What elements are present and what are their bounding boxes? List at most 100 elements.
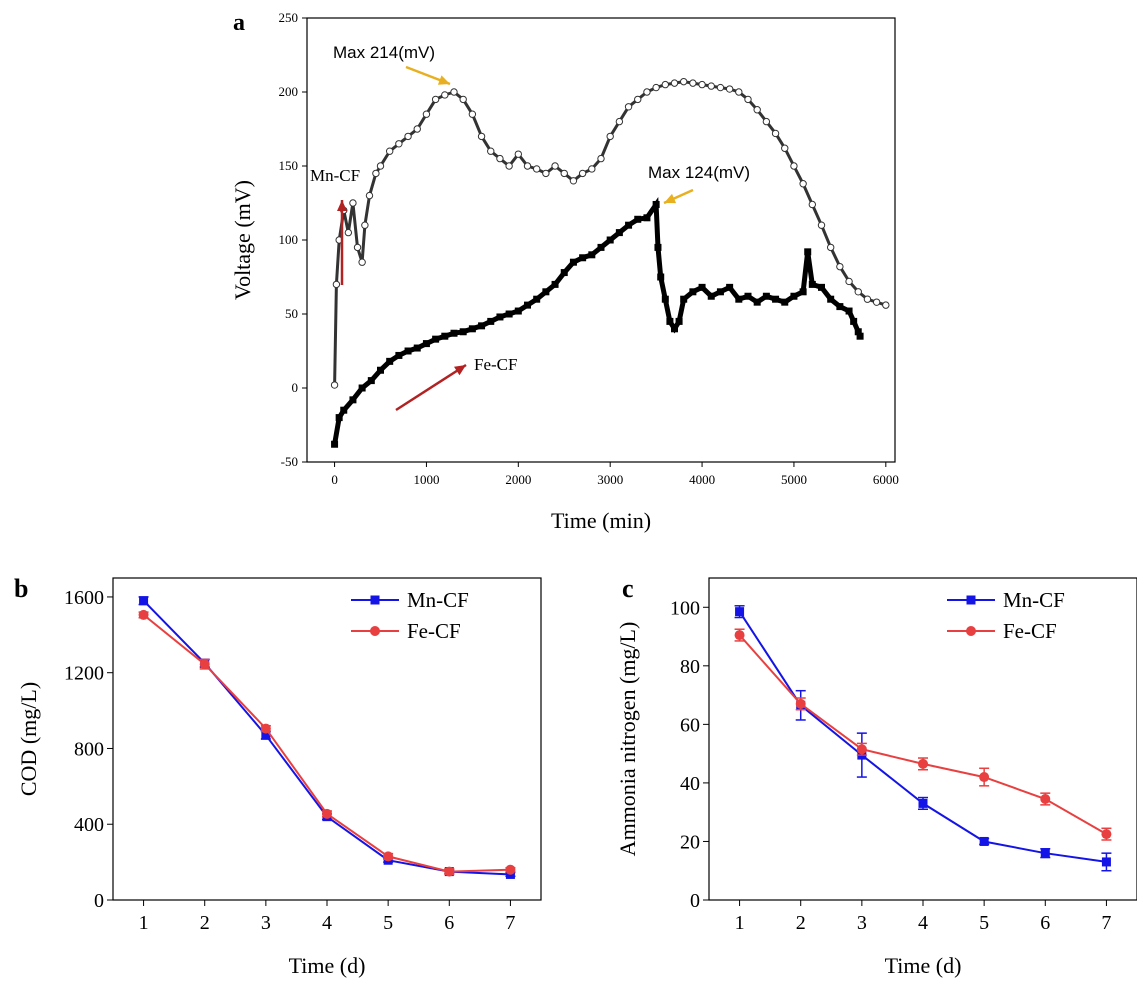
data-point <box>772 295 780 303</box>
x-tick-label: 7 <box>1101 912 1111 934</box>
data-point <box>487 317 495 325</box>
data-point <box>606 236 614 244</box>
data-point <box>569 177 578 185</box>
data-point <box>138 609 149 620</box>
data-point <box>979 772 990 783</box>
data-point <box>716 83 725 92</box>
series-line <box>738 611 1107 863</box>
data-point <box>487 147 495 155</box>
data-point <box>657 273 665 281</box>
data-point <box>643 214 651 222</box>
x-tick-label: 4 <box>918 912 928 934</box>
x-tick-label: 2 <box>200 912 210 934</box>
y-tick-label: 60 <box>680 714 700 736</box>
data-point <box>588 251 596 259</box>
data-point <box>818 283 825 291</box>
annotation-arrow-fe-cf-head <box>454 365 466 376</box>
data-point <box>459 328 467 336</box>
data-point <box>532 165 541 173</box>
series-fe-cf <box>138 609 516 877</box>
annotation-max-fe: Max 124(mV) <box>648 163 750 182</box>
data-point <box>431 95 440 104</box>
data-point <box>1040 848 1050 858</box>
data-point <box>826 243 835 252</box>
data-point <box>404 132 412 141</box>
y-tick-label: 250 <box>279 10 299 25</box>
legend-label: Mn-CF <box>1003 588 1065 612</box>
data-point <box>441 332 449 340</box>
data-point <box>569 258 577 266</box>
data-point <box>542 288 550 296</box>
data-point <box>422 340 430 348</box>
x-tick-label: 5 <box>979 912 989 934</box>
panel-c: c 1 2 3 4 5 6 7 0 20 40 60 80 100 Time (d) Ammonia nitr… <box>615 574 1137 978</box>
data-point <box>353 243 362 252</box>
data-point <box>542 169 550 178</box>
y-tick-label: 100 <box>279 232 299 247</box>
x-tick-label: 5000 <box>781 472 807 487</box>
data-point <box>1040 794 1051 805</box>
data-point <box>496 313 504 321</box>
data-point <box>395 351 403 359</box>
y-tick-label: 40 <box>680 773 700 795</box>
legend-marker <box>966 626 976 636</box>
data-point <box>856 332 864 340</box>
data-point <box>358 384 366 392</box>
data-point <box>624 103 633 111</box>
data-point <box>799 288 807 296</box>
x-tick-label: 6 <box>1040 912 1050 934</box>
data-point <box>634 215 642 223</box>
data-point <box>804 248 812 256</box>
data-point <box>514 307 522 315</box>
legend-label: Mn-CF <box>407 588 469 612</box>
data-point <box>790 162 798 170</box>
data-point <box>332 280 341 289</box>
panel-label: c <box>622 574 634 603</box>
data-point <box>578 169 587 178</box>
data-point <box>854 328 862 336</box>
legend-marker <box>966 595 976 605</box>
panel-a: a 0 1000 2000 3000 4000 5000 6000 -50 0 50 100 150 20… <box>230 10 899 533</box>
data-point <box>753 106 761 114</box>
data-point <box>817 221 826 229</box>
data-point <box>762 292 770 300</box>
data-point <box>422 110 431 118</box>
data-point <box>340 406 348 414</box>
x-tick-label: 7 <box>505 912 515 934</box>
y-tick-label: 1200 <box>64 663 104 685</box>
data-point <box>744 95 752 104</box>
data-point <box>735 88 743 96</box>
data-point <box>734 630 745 641</box>
x-tick-label: 1 <box>139 912 149 934</box>
x-tick-label: 0 <box>331 472 338 487</box>
data-point <box>560 169 568 178</box>
data-point <box>478 322 486 330</box>
data-point <box>588 165 596 173</box>
data-point <box>836 303 844 311</box>
data-point <box>444 866 455 877</box>
data-point <box>441 91 449 99</box>
data-point <box>358 258 366 266</box>
data-point <box>781 298 789 306</box>
data-point <box>781 144 789 152</box>
data-point <box>882 301 890 309</box>
data-point <box>918 758 928 769</box>
data-point <box>689 79 697 87</box>
data-point <box>361 221 369 229</box>
series-mn-cf <box>734 605 1112 872</box>
data-point <box>735 607 745 617</box>
panel-label: b <box>14 574 28 603</box>
plot-frame <box>306 17 896 463</box>
series-line <box>142 614 511 873</box>
data-point <box>459 95 467 104</box>
data-point <box>261 730 271 740</box>
data-point <box>432 335 440 343</box>
data-point <box>634 95 642 104</box>
data-point <box>735 295 743 303</box>
x-tick-label: 4 <box>322 912 332 934</box>
y-tick-label: 80 <box>680 656 700 678</box>
data-point <box>139 596 149 606</box>
legend-label: Fe-CF <box>407 619 461 643</box>
data-point <box>671 325 678 333</box>
